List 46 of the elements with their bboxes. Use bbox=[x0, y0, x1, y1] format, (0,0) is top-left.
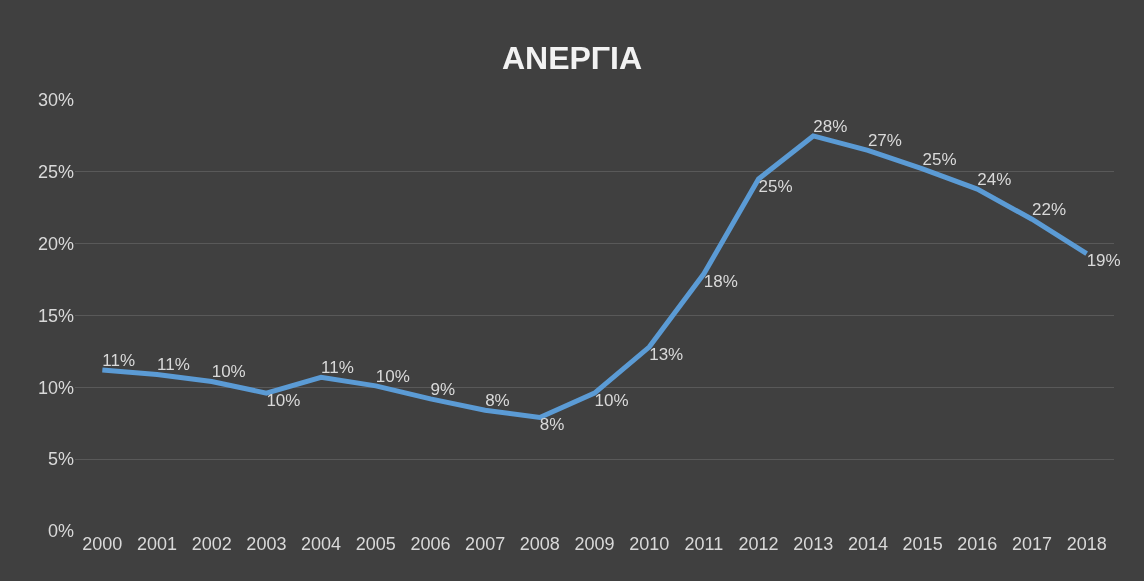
x-tick-label: 2013 bbox=[793, 534, 834, 554]
data-label: 8% bbox=[485, 391, 510, 411]
data-label: 18% bbox=[703, 271, 738, 291]
x-tick-label: 2010 bbox=[629, 534, 670, 554]
x-tick-label: 2005 bbox=[355, 534, 396, 554]
x-tick-label: 2003 bbox=[246, 534, 287, 554]
y-tick-label: 0% bbox=[47, 521, 74, 542]
data-label: 10% bbox=[375, 366, 410, 386]
y-tick-label: 20% bbox=[37, 233, 74, 254]
y-tick-label: 15% bbox=[37, 305, 74, 326]
data-label: 10% bbox=[266, 390, 301, 410]
data-label: 11% bbox=[102, 350, 136, 370]
x-tick-label: 2001 bbox=[137, 534, 178, 554]
x-tick-label: 2015 bbox=[902, 534, 943, 554]
chart-title: ΑΝΕΡΓΙΑ bbox=[501, 40, 643, 77]
data-label: 25% bbox=[922, 149, 957, 169]
x-tick-label: 2018 bbox=[1066, 534, 1107, 554]
y-tick-label: 10% bbox=[37, 377, 74, 398]
x-tick-label: 2007 bbox=[465, 534, 506, 554]
x-tick-label: 2008 bbox=[519, 534, 560, 554]
y-tick-label: 5% bbox=[47, 449, 74, 470]
data-label: 22% bbox=[1031, 199, 1066, 219]
data-label: 10% bbox=[594, 390, 629, 410]
data-label: 9% bbox=[430, 379, 456, 399]
data-label: 25% bbox=[758, 176, 793, 196]
data-label: 10% bbox=[211, 362, 246, 382]
x-tick-label: 2017 bbox=[1011, 534, 1052, 554]
x-tick-label: 2016 bbox=[957, 534, 998, 554]
x-tick-label: 2004 bbox=[301, 534, 342, 554]
x-tick-label: 2012 bbox=[738, 534, 779, 554]
y-tick-label: 25% bbox=[37, 162, 74, 183]
x-tick-label: 2000 bbox=[82, 534, 123, 554]
y-tick-label: 30% bbox=[37, 90, 74, 111]
data-label: 11% bbox=[321, 358, 354, 378]
data-label: 19% bbox=[1086, 251, 1121, 271]
x-tick-label: 2009 bbox=[574, 534, 615, 554]
data-label: 11% bbox=[157, 355, 190, 375]
x-tick-label: 2006 bbox=[410, 534, 451, 554]
x-tick-label: 2014 bbox=[847, 534, 888, 554]
data-label: 27% bbox=[867, 131, 902, 151]
data-label: 28% bbox=[813, 116, 848, 136]
data-label: 8% bbox=[539, 415, 565, 435]
data-label: 24% bbox=[977, 169, 1012, 189]
x-tick-label: 2002 bbox=[191, 534, 232, 554]
x-tick-label: 2011 bbox=[684, 534, 724, 554]
data-label: 13% bbox=[649, 344, 684, 364]
